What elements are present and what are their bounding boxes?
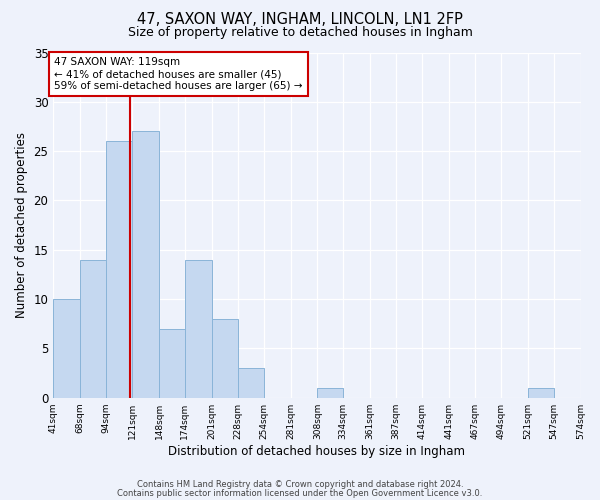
Bar: [53, 299, 80, 398]
Bar: [528, 388, 554, 398]
Bar: [159, 328, 185, 398]
Bar: [133, 132, 159, 398]
Bar: [238, 368, 264, 398]
Text: Contains HM Land Registry data © Crown copyright and database right 2024.: Contains HM Land Registry data © Crown c…: [137, 480, 463, 489]
Bar: [80, 260, 106, 398]
Text: 47, SAXON WAY, INGHAM, LINCOLN, LN1 2FP: 47, SAXON WAY, INGHAM, LINCOLN, LN1 2FP: [137, 12, 463, 28]
Text: Contains public sector information licensed under the Open Government Licence v3: Contains public sector information licen…: [118, 488, 482, 498]
Bar: [185, 260, 212, 398]
Text: Size of property relative to detached houses in Ingham: Size of property relative to detached ho…: [128, 26, 472, 39]
Y-axis label: Number of detached properties: Number of detached properties: [15, 132, 28, 318]
Bar: [106, 142, 133, 398]
Text: 47 SAXON WAY: 119sqm
← 41% of detached houses are smaller (45)
59% of semi-detac: 47 SAXON WAY: 119sqm ← 41% of detached h…: [54, 58, 303, 90]
Bar: [212, 319, 238, 398]
X-axis label: Distribution of detached houses by size in Ingham: Distribution of detached houses by size …: [169, 444, 466, 458]
Bar: [317, 388, 343, 398]
